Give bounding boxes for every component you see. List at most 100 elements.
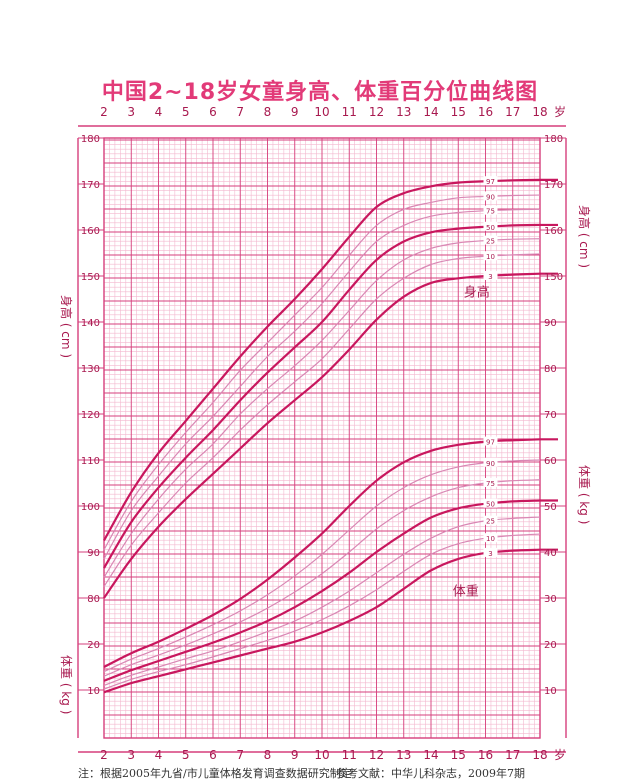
height-percentile-label-p3: 3	[488, 273, 492, 281]
height-tick-label-left: 130	[81, 364, 100, 375]
age-tick-label-top: 12	[369, 105, 384, 119]
age-tick-label-bottom: 17	[505, 748, 520, 762]
height-tick-label-left: 180	[81, 134, 100, 145]
weight-tick-label-right: 60	[544, 456, 557, 467]
weight-tick-label-right: 80	[544, 364, 557, 375]
chart-labels: 2 2 3 3 4 4 5 5 6 6 7 7 8 8 9 9 10 10 11 11 12 12 13 13 14 14 15 15…	[59, 104, 592, 762]
height-label-bg-p90	[483, 191, 498, 201]
age-tick-label-top: 16	[478, 105, 493, 119]
height-tick-label-left: 80	[87, 594, 100, 605]
height-label-bg-p50	[483, 221, 498, 231]
height-curve-p25	[103, 238, 541, 578]
weight-percentile-label-p25: 25	[486, 518, 495, 526]
height-percentile-label-p50: 50	[486, 224, 495, 232]
age-tick-label-top: 13	[396, 105, 411, 119]
height-curve-p3	[103, 272, 541, 599]
age-tick-label-top: 14	[423, 105, 438, 119]
chart-title: 中国2~18岁女童身高、体重百分位曲线图	[101, 80, 539, 105]
age-tick-label-bottom: 12	[369, 748, 384, 762]
height-tick-label-left: 100	[81, 502, 100, 513]
age-tick-label-top: 11	[342, 105, 357, 119]
age-tick-label-bottom: 10	[314, 748, 329, 762]
weight-tick-label-right: 10	[544, 686, 557, 697]
height-curve-p75	[103, 208, 541, 560]
age-tick-label-bottom: 18	[532, 748, 547, 762]
weight-curve-group-label: 体重	[453, 584, 479, 600]
age-tick-label-bottom: 4	[155, 748, 163, 762]
weight-curve-p50	[103, 499, 541, 682]
height-percentile-label-p25: 25	[486, 238, 495, 246]
height-percentile-label-p97: 97	[486, 178, 495, 186]
weight-percentile-label-p10: 10	[486, 535, 495, 543]
height-tick-label-left: 160	[81, 226, 100, 237]
height-tick-label-left: 170	[81, 180, 100, 191]
weight-label-bg-p97	[483, 436, 498, 446]
weight-axis-title-right: 体重 ( kg )	[577, 465, 591, 524]
height-curve-group-label: 身高	[464, 285, 490, 301]
age-unit-top: 岁	[554, 104, 566, 119]
weight-curve-p25	[103, 516, 541, 686]
weight-curve-p97	[103, 438, 541, 668]
height-tick-label-right: 180	[544, 134, 563, 145]
age-tick-label-bottom: 7	[236, 748, 244, 762]
height-tick-label-left: 150	[81, 272, 100, 283]
age-tick-label-bottom: 14	[423, 748, 438, 762]
weight-percentile-label-p3: 3	[488, 550, 492, 558]
age-tick-label-bottom: 15	[451, 748, 466, 762]
weight-label-bg-p50	[483, 498, 498, 508]
weight-label-bg-p25	[483, 515, 498, 525]
weight-tick-label-left: 20	[87, 640, 100, 651]
age-tick-label-bottom: 11	[342, 748, 357, 762]
height-axis-title-right: 身高 ( cm )	[577, 205, 592, 268]
age-tick-label-bottom: 9	[291, 748, 299, 762]
height-tick-label-left: 140	[81, 318, 100, 329]
weight-percentile-label-p75: 75	[486, 480, 495, 488]
height-axis-title-left: 身高 ( cm )	[59, 295, 74, 358]
age-tick-label-bottom: 3	[127, 748, 135, 762]
weight-tick-label-right: 50	[544, 502, 557, 513]
height-curve-p50	[103, 223, 541, 569]
weight-tick-label-right: 20	[544, 640, 557, 651]
age-tick-label-top: 2	[100, 105, 108, 119]
age-tick-label-bottom: 5	[182, 748, 190, 762]
chart-axes	[77, 125, 567, 753]
plot-border	[103, 137, 541, 739]
age-tick-label-top: 8	[264, 105, 272, 119]
height-label-bg-p97	[483, 176, 498, 186]
age-tick-label-bottom: 2	[100, 748, 108, 762]
weight-curve-p90	[103, 459, 541, 673]
weight-percentile-label-p90: 90	[486, 460, 495, 468]
weight-label-bg-p75	[483, 478, 498, 487]
height-label-bg-p75	[483, 205, 498, 215]
age-tick-label-top: 17	[505, 105, 520, 119]
age-tick-label-top: 18	[532, 105, 547, 119]
age-tick-label-bottom: 13	[396, 748, 411, 762]
height-label-bg-p25	[483, 235, 498, 245]
age-tick-label-top: 4	[155, 105, 163, 119]
weight-tick-label-right: 90	[544, 318, 557, 329]
height-tick-label-left: 110	[81, 456, 100, 467]
age-tick-label-bottom: 6	[209, 748, 217, 762]
age-tick-label-top: 5	[182, 105, 190, 119]
footnote-source: 注：根据2005年九省/市儿童体格发育调查数据研究制定	[78, 767, 352, 780]
percentile-curves	[103, 178, 558, 694]
weight-label-bg-p10	[483, 533, 498, 543]
height-tick-label-left: 120	[81, 410, 100, 421]
weight-tick-label-right: 70	[544, 410, 557, 421]
age-tick-label-top: 15	[451, 105, 466, 119]
weight-curve-p10	[103, 533, 541, 690]
weight-tick-label-right: 30	[544, 594, 557, 605]
height-tick-label-right: 150	[544, 272, 563, 283]
weight-percentile-label-p50: 50	[486, 501, 495, 509]
footnote-reference: 参考文献：中华儿科杂志，2009年7期	[336, 767, 525, 780]
weight-tick-label-left: 10	[87, 686, 100, 697]
weight-label-bg-p3	[483, 547, 498, 557]
height-curve-p97	[103, 178, 541, 542]
age-tick-label-top: 6	[209, 105, 217, 119]
age-tick-label-top: 7	[236, 105, 244, 119]
age-tick-label-top: 9	[291, 105, 299, 119]
weight-axis-title-left: 体重 ( kg )	[59, 655, 73, 714]
age-tick-label-top: 3	[127, 105, 135, 119]
height-percentile-label-p90: 90	[486, 193, 495, 201]
